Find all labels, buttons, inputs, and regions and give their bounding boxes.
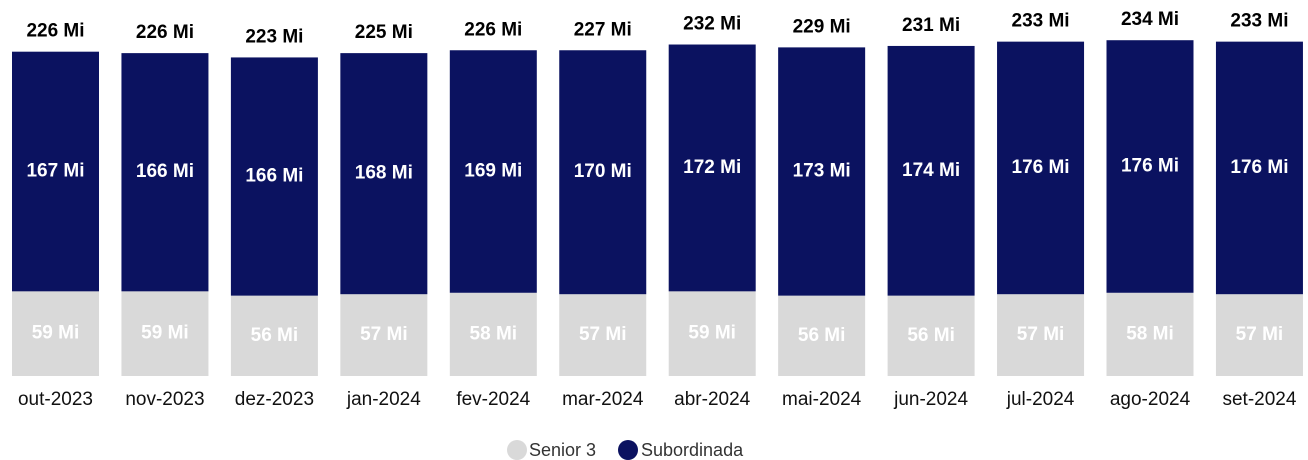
x-tick-label: set-2024: [1222, 389, 1296, 410]
value-label: 59 Mi: [32, 323, 80, 344]
bar-segment: [997, 41, 1085, 295]
bar-segment: [121, 53, 209, 292]
bar-segment: [12, 291, 99, 376]
bar-segment: [121, 291, 209, 376]
bar-segment: [778, 295, 866, 376]
total-label: 229 Mi: [793, 16, 851, 37]
bar-segment: [668, 44, 756, 292]
value-label: 169 Mi: [464, 161, 522, 182]
bar-segment: [778, 47, 866, 296]
bar-segment: [887, 45, 975, 296]
bar-segment: [230, 295, 318, 376]
value-label: 166 Mi: [245, 166, 303, 187]
legend-label: Senior 3: [529, 440, 596, 460]
total-label: 231 Mi: [902, 15, 960, 36]
bar-segment: [559, 294, 647, 376]
value-label: 176 Mi: [1121, 156, 1179, 177]
x-tick-label: fev-2024: [456, 389, 530, 410]
value-label: 56 Mi: [907, 325, 955, 346]
value-label: 174 Mi: [902, 160, 960, 181]
bar-segment: [997, 294, 1085, 376]
x-tick-label: jun-2024: [893, 389, 968, 410]
x-tick-label: nov-2023: [125, 389, 204, 410]
value-label: 57 Mi: [1236, 324, 1284, 345]
total-label: 232 Mi: [683, 14, 741, 35]
value-label: 167 Mi: [26, 161, 84, 182]
value-label: 58 Mi: [1126, 323, 1174, 344]
value-label: 59 Mi: [688, 323, 736, 344]
total-label: 223 Mi: [245, 26, 303, 47]
legend-marker: [507, 440, 527, 460]
bar-segment: [1215, 41, 1303, 295]
value-label: 176 Mi: [1230, 157, 1288, 178]
value-label: 57 Mi: [579, 324, 627, 345]
bar-segment: [449, 292, 537, 376]
total-label: 227 Mi: [574, 19, 632, 40]
x-tick-label: jul-2024: [1006, 389, 1075, 410]
bar-segment: [887, 295, 975, 376]
bar-segment: [449, 50, 537, 293]
value-label: 173 Mi: [793, 161, 851, 182]
bar-segment: [1106, 40, 1194, 293]
value-label: 56 Mi: [251, 325, 299, 346]
value-label: 56 Mi: [798, 325, 846, 346]
x-tick-label: jan-2024: [346, 389, 421, 410]
bar-segment: [230, 57, 318, 296]
total-label: 225 Mi: [355, 22, 413, 43]
x-tick-label: mai-2024: [782, 389, 862, 410]
value-label: 57 Mi: [360, 324, 408, 345]
value-label: 166 Mi: [136, 161, 194, 182]
bar-segment: [1215, 294, 1303, 376]
total-label: 233 Mi: [1230, 11, 1288, 32]
bar-segment: [340, 53, 428, 295]
bar-segment: [1106, 292, 1194, 376]
bar-segment: [668, 291, 756, 376]
value-label: 58 Mi: [470, 323, 518, 344]
legend-label: Subordinada: [641, 440, 744, 460]
value-label: 176 Mi: [1012, 157, 1070, 178]
x-tick-label: abr-2024: [674, 389, 750, 410]
bar-segment: [12, 51, 99, 292]
x-tick-label: mar-2024: [562, 389, 644, 410]
x-tick-label: out-2023: [18, 389, 93, 410]
value-label: 59 Mi: [141, 323, 189, 344]
x-tick-label: ago-2024: [1110, 389, 1191, 410]
bar-segment: [340, 294, 428, 376]
value-label: 168 Mi: [355, 163, 413, 184]
total-label: 226 Mi: [464, 19, 522, 40]
total-label: 234 Mi: [1121, 9, 1179, 30]
total-label: 233 Mi: [1012, 11, 1070, 32]
value-label: 172 Mi: [683, 157, 741, 178]
total-label: 226 Mi: [26, 21, 84, 42]
bar-segment: [559, 50, 647, 295]
x-tick-label: dez-2023: [235, 389, 314, 410]
value-label: 57 Mi: [1017, 324, 1065, 345]
total-label: 226 Mi: [136, 22, 194, 43]
value-label: 170 Mi: [574, 161, 632, 182]
legend-marker: [618, 440, 638, 460]
